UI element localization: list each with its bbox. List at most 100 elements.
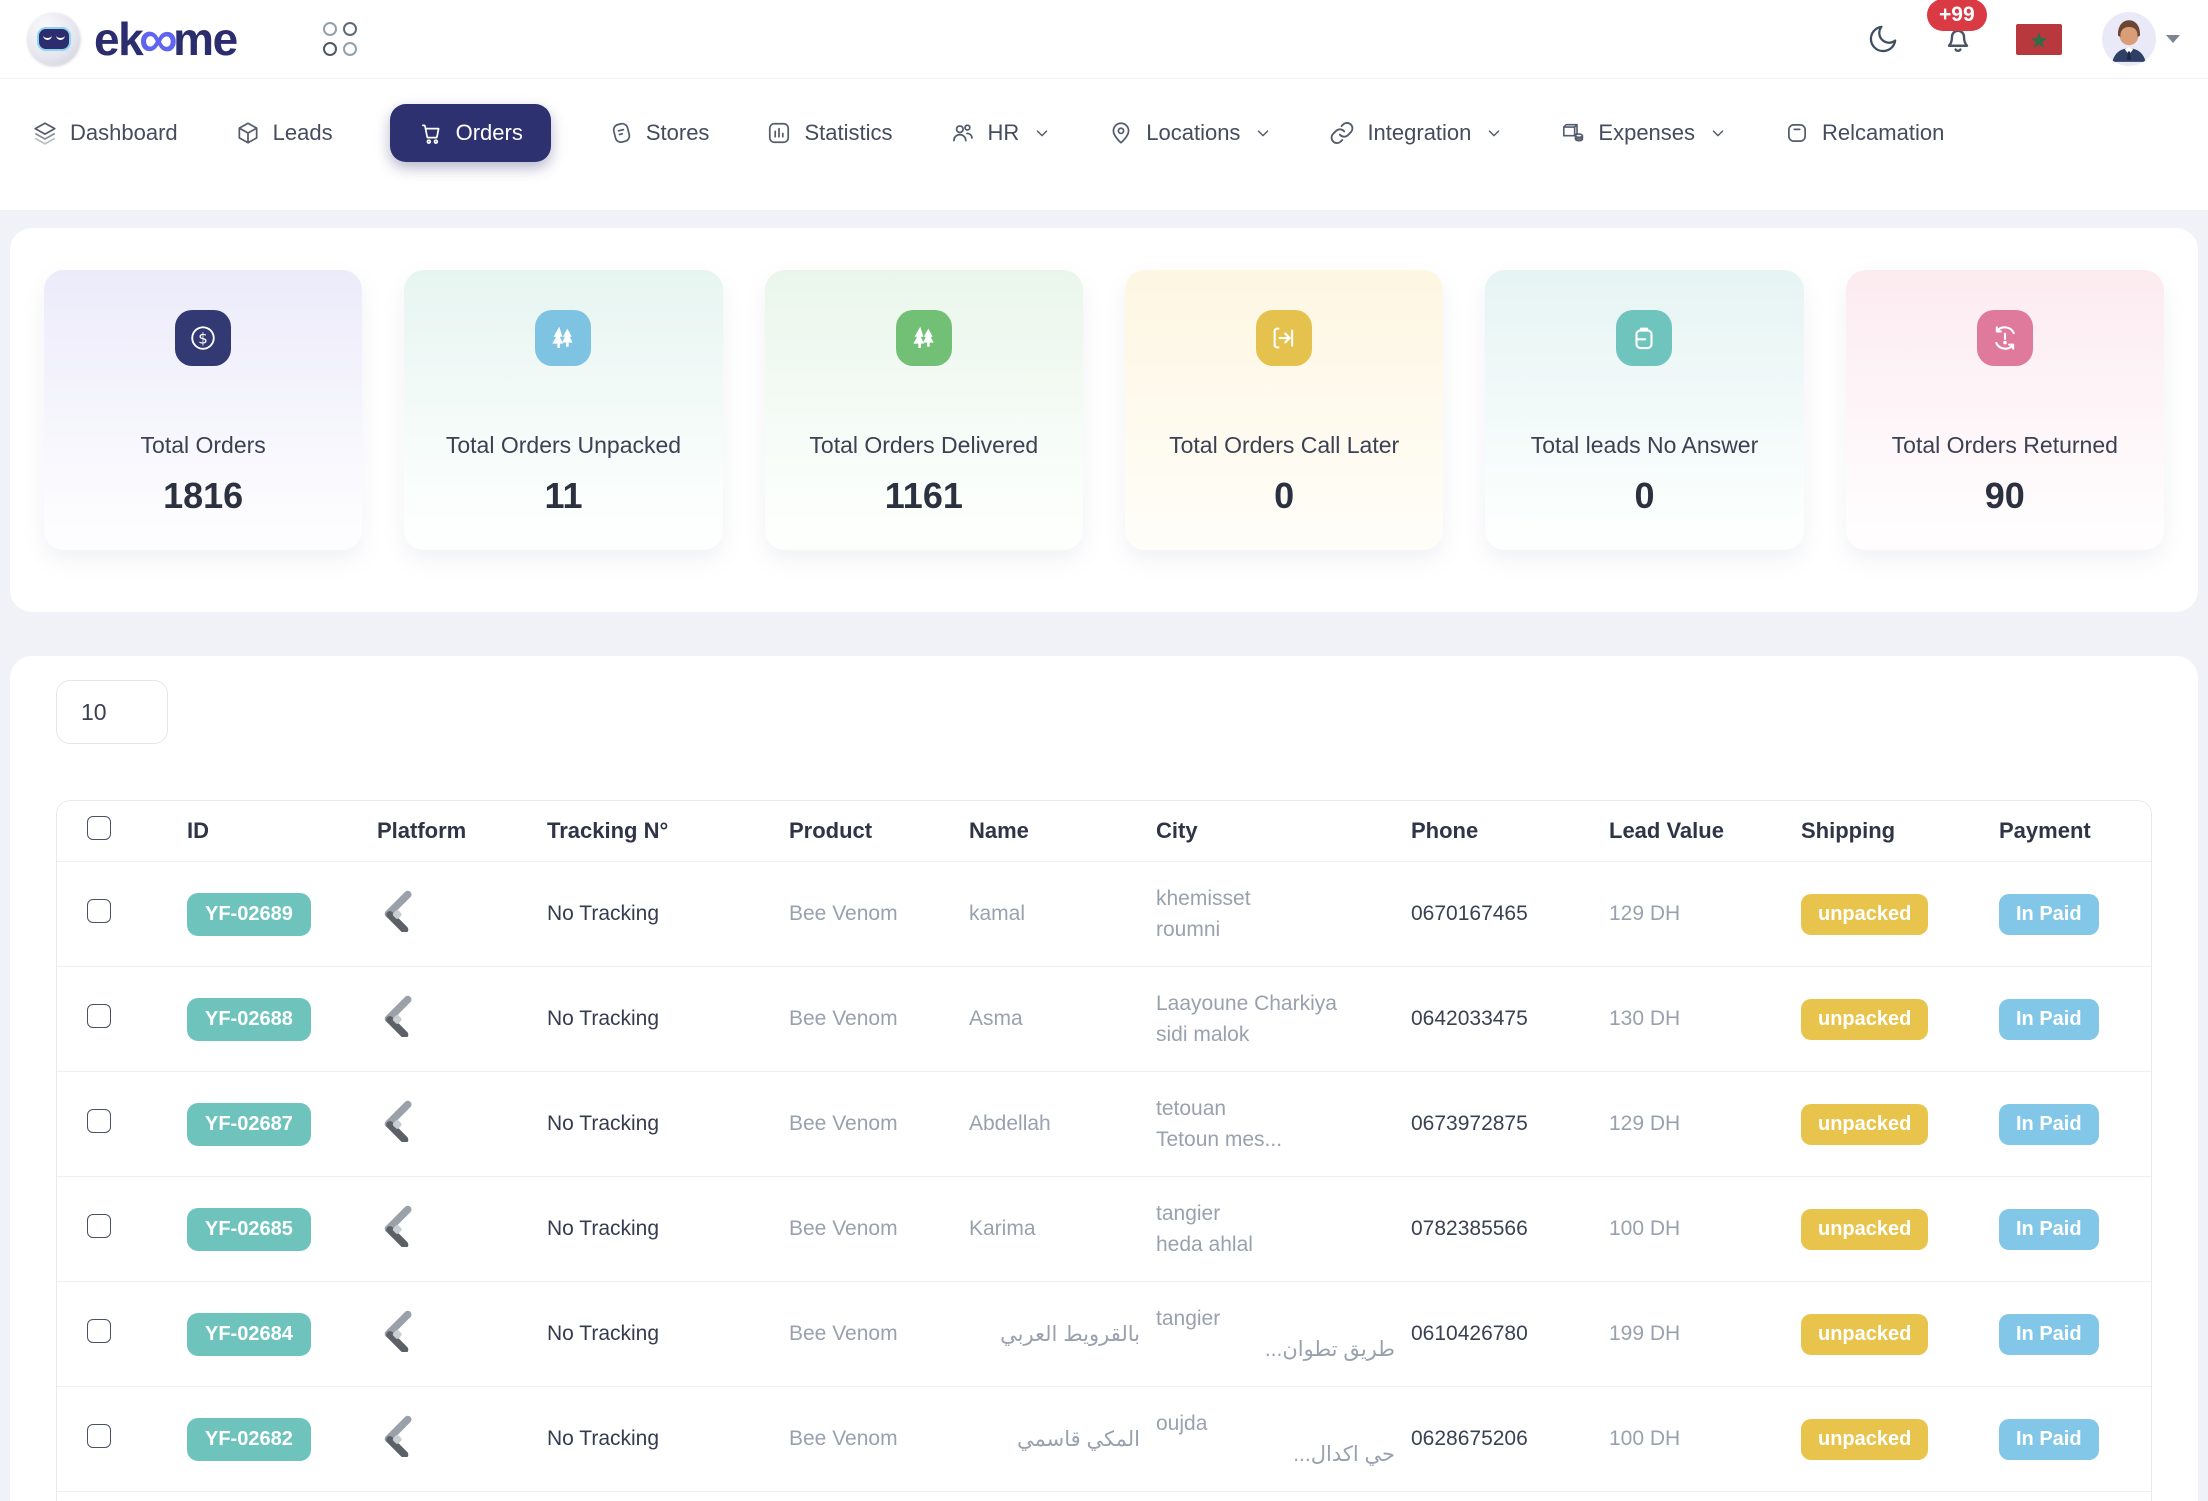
user-menu[interactable]: [2102, 12, 2180, 66]
nav-item-stores[interactable]: Stores: [608, 120, 709, 146]
table-row: YF-02688 No Tracking Bee Venom Asma Laay…: [57, 966, 2151, 1071]
col-header-id: ID: [187, 818, 209, 843]
stat-value: 11: [544, 475, 583, 516]
lead-value-cell: 199 DH: [1609, 1322, 1681, 1345]
col-header-phone: Phone: [1411, 818, 1479, 843]
nav-item-integration[interactable]: Integration: [1329, 120, 1503, 146]
stat-card-total-orders-call-later: Total Orders Call Later 0: [1124, 270, 1444, 550]
nav-item-locations[interactable]: Locations: [1108, 120, 1272, 146]
name-cell: Abdellah: [969, 1112, 1051, 1135]
flag-star-icon: [2030, 31, 2048, 48]
city-cell: khemisset roumni: [1156, 886, 1251, 942]
stat-label: Total leads No Answer: [1530, 432, 1759, 458]
payment-status-badge: In Paid: [1999, 1208, 2099, 1250]
table-row: YF-02682 No Tracking Bee Venom المكي قاس…: [57, 1386, 2151, 1491]
row-checkbox[interactable]: [87, 1319, 111, 1343]
orders-content-panel: 10 ID Platform Tracking N° Product Name …: [10, 656, 2198, 1501]
city-cell: tangier heda ahlal: [1156, 1201, 1253, 1257]
platform-youcan-icon: [384, 995, 412, 1039]
order-id-badge[interactable]: YF-02687: [187, 1102, 311, 1146]
moon-icon: [1869, 25, 1897, 53]
tracking-cell: No Tracking: [547, 1427, 660, 1450]
order-id-badge[interactable]: YF-02688: [187, 997, 311, 1041]
svg-text:$: $: [198, 330, 208, 348]
name-cell: المكي قاسمي: [1017, 1427, 1140, 1451]
stat-card-total-orders-returned: Total Orders Returned 90: [1845, 270, 2164, 550]
phone-cell: 0642033475: [1411, 1007, 1528, 1030]
city-cell: oujda حي اكدال...: [1156, 1411, 1395, 1467]
stat-value: 0: [1634, 475, 1655, 516]
backpack-icon: [1616, 310, 1673, 366]
row-checkbox[interactable]: [87, 1424, 111, 1448]
shipping-status-badge: unpacked: [1801, 893, 1929, 935]
dark-mode-toggle[interactable]: [1866, 22, 1900, 56]
tracking-cell: No Tracking: [547, 1217, 660, 1240]
layers-icon: [34, 121, 56, 145]
col-header-name: Name: [969, 818, 1029, 843]
main-nav: Dashboard Leads Orders Stores Statistics…: [0, 78, 2208, 210]
order-id-badge[interactable]: YF-02685: [187, 1207, 311, 1251]
chevron-down-icon: [2166, 35, 2180, 43]
platform-youcan-icon: [384, 890, 412, 934]
platform-youcan-icon: [384, 1310, 412, 1354]
nav-item-statistics[interactable]: Statistics: [766, 120, 892, 146]
table-header-row: ID Platform Tracking N° Product Name Cit…: [57, 801, 2151, 861]
stats-panel: $ Total Orders 1816 Total Orders Unpacke…: [10, 228, 2198, 612]
refresh-alert-icon: [1976, 310, 2033, 366]
stat-label: Total Orders Returned: [1891, 432, 2118, 458]
stat-card-total-orders-unpacked: Total Orders Unpacked 11: [404, 270, 723, 550]
name-cell: kamal: [969, 902, 1026, 925]
language-flag-morocco[interactable]: [2016, 23, 2062, 55]
product-cell: Bee Venom: [789, 1007, 898, 1030]
dollar-circle-icon: $: [175, 310, 232, 366]
col-header-payment: Payment: [1999, 818, 2091, 843]
platform-youcan-icon: [384, 1100, 412, 1144]
city-cell: Laayoune Charkiya sidi malok: [1156, 991, 1337, 1047]
tracking-cell: No Tracking: [547, 902, 660, 925]
stat-card-total-orders: $ Total Orders 1816: [44, 270, 363, 550]
page-size-select[interactable]: 10: [56, 680, 168, 744]
people-icon: [953, 123, 974, 141]
nav-item-orders[interactable]: Orders: [389, 103, 551, 162]
row-checkbox[interactable]: [87, 899, 111, 923]
row-checkbox[interactable]: [87, 1004, 111, 1028]
row-checkbox[interactable]: [87, 1109, 111, 1133]
nav-item-expenses[interactable]: Expenses: [1560, 120, 1727, 146]
stat-label: Total Orders: [140, 432, 266, 458]
table-body: YF-02689 No Tracking Bee Venom kamal khe…: [57, 861, 2151, 1491]
row-checkbox[interactable]: [87, 1214, 111, 1238]
apps-grid-icon[interactable]: [322, 22, 357, 56]
top-header: ek ∞ me +99: [0, 0, 2208, 78]
payment-status-badge: In Paid: [1999, 1313, 2099, 1355]
notification-count-badge: +99: [1926, 0, 1987, 32]
stat-card-total-leads-no-answer: Total leads No Answer 0: [1485, 270, 1804, 550]
phone-cell: 0628675206: [1411, 1427, 1528, 1450]
chevron-down-icon: [1712, 129, 1724, 136]
nav-item-relcamation[interactable]: Relcamation: [1784, 120, 1944, 146]
city-cell: tangier طريق تطوان...: [1156, 1306, 1395, 1362]
logo[interactable]: ek ∞ me: [28, 12, 238, 66]
nav-item-leads[interactable]: Leads: [235, 120, 333, 146]
platform-youcan-icon: [384, 1205, 412, 1249]
order-id-badge[interactable]: YF-02684: [187, 1312, 311, 1356]
payment-status-badge: In Paid: [1999, 1418, 2099, 1460]
tracking-cell: No Tracking: [547, 1112, 660, 1135]
notifications-button[interactable]: +99: [1926, 0, 1987, 57]
product-cell: Bee Venom: [789, 1427, 898, 1450]
chevron-down-icon: [1258, 129, 1269, 136]
cube-icon: [238, 121, 258, 144]
select-all-checkbox[interactable]: [87, 816, 111, 840]
order-id-badge[interactable]: YF-02682: [187, 1417, 311, 1461]
avatar: [2102, 12, 2156, 66]
bar-chart-icon: [769, 122, 790, 143]
col-header-lead-value: Lead Value: [1609, 818, 1724, 843]
nav-item-dashboard[interactable]: Dashboard: [32, 120, 178, 146]
tracking-cell: No Tracking: [547, 1322, 660, 1345]
stat-value: 1816: [163, 475, 244, 516]
table-row: YF-02687 No Tracking Bee Venom Abdellah …: [57, 1071, 2151, 1176]
lead-value-cell: 129 DH: [1609, 902, 1681, 925]
city-cell: tetouan Tetoun mes...: [1156, 1096, 1283, 1152]
nav-item-hr[interactable]: HR: [949, 120, 1051, 146]
product-cell: Bee Venom: [789, 1322, 898, 1345]
order-id-badge[interactable]: YF-02689: [187, 892, 311, 936]
